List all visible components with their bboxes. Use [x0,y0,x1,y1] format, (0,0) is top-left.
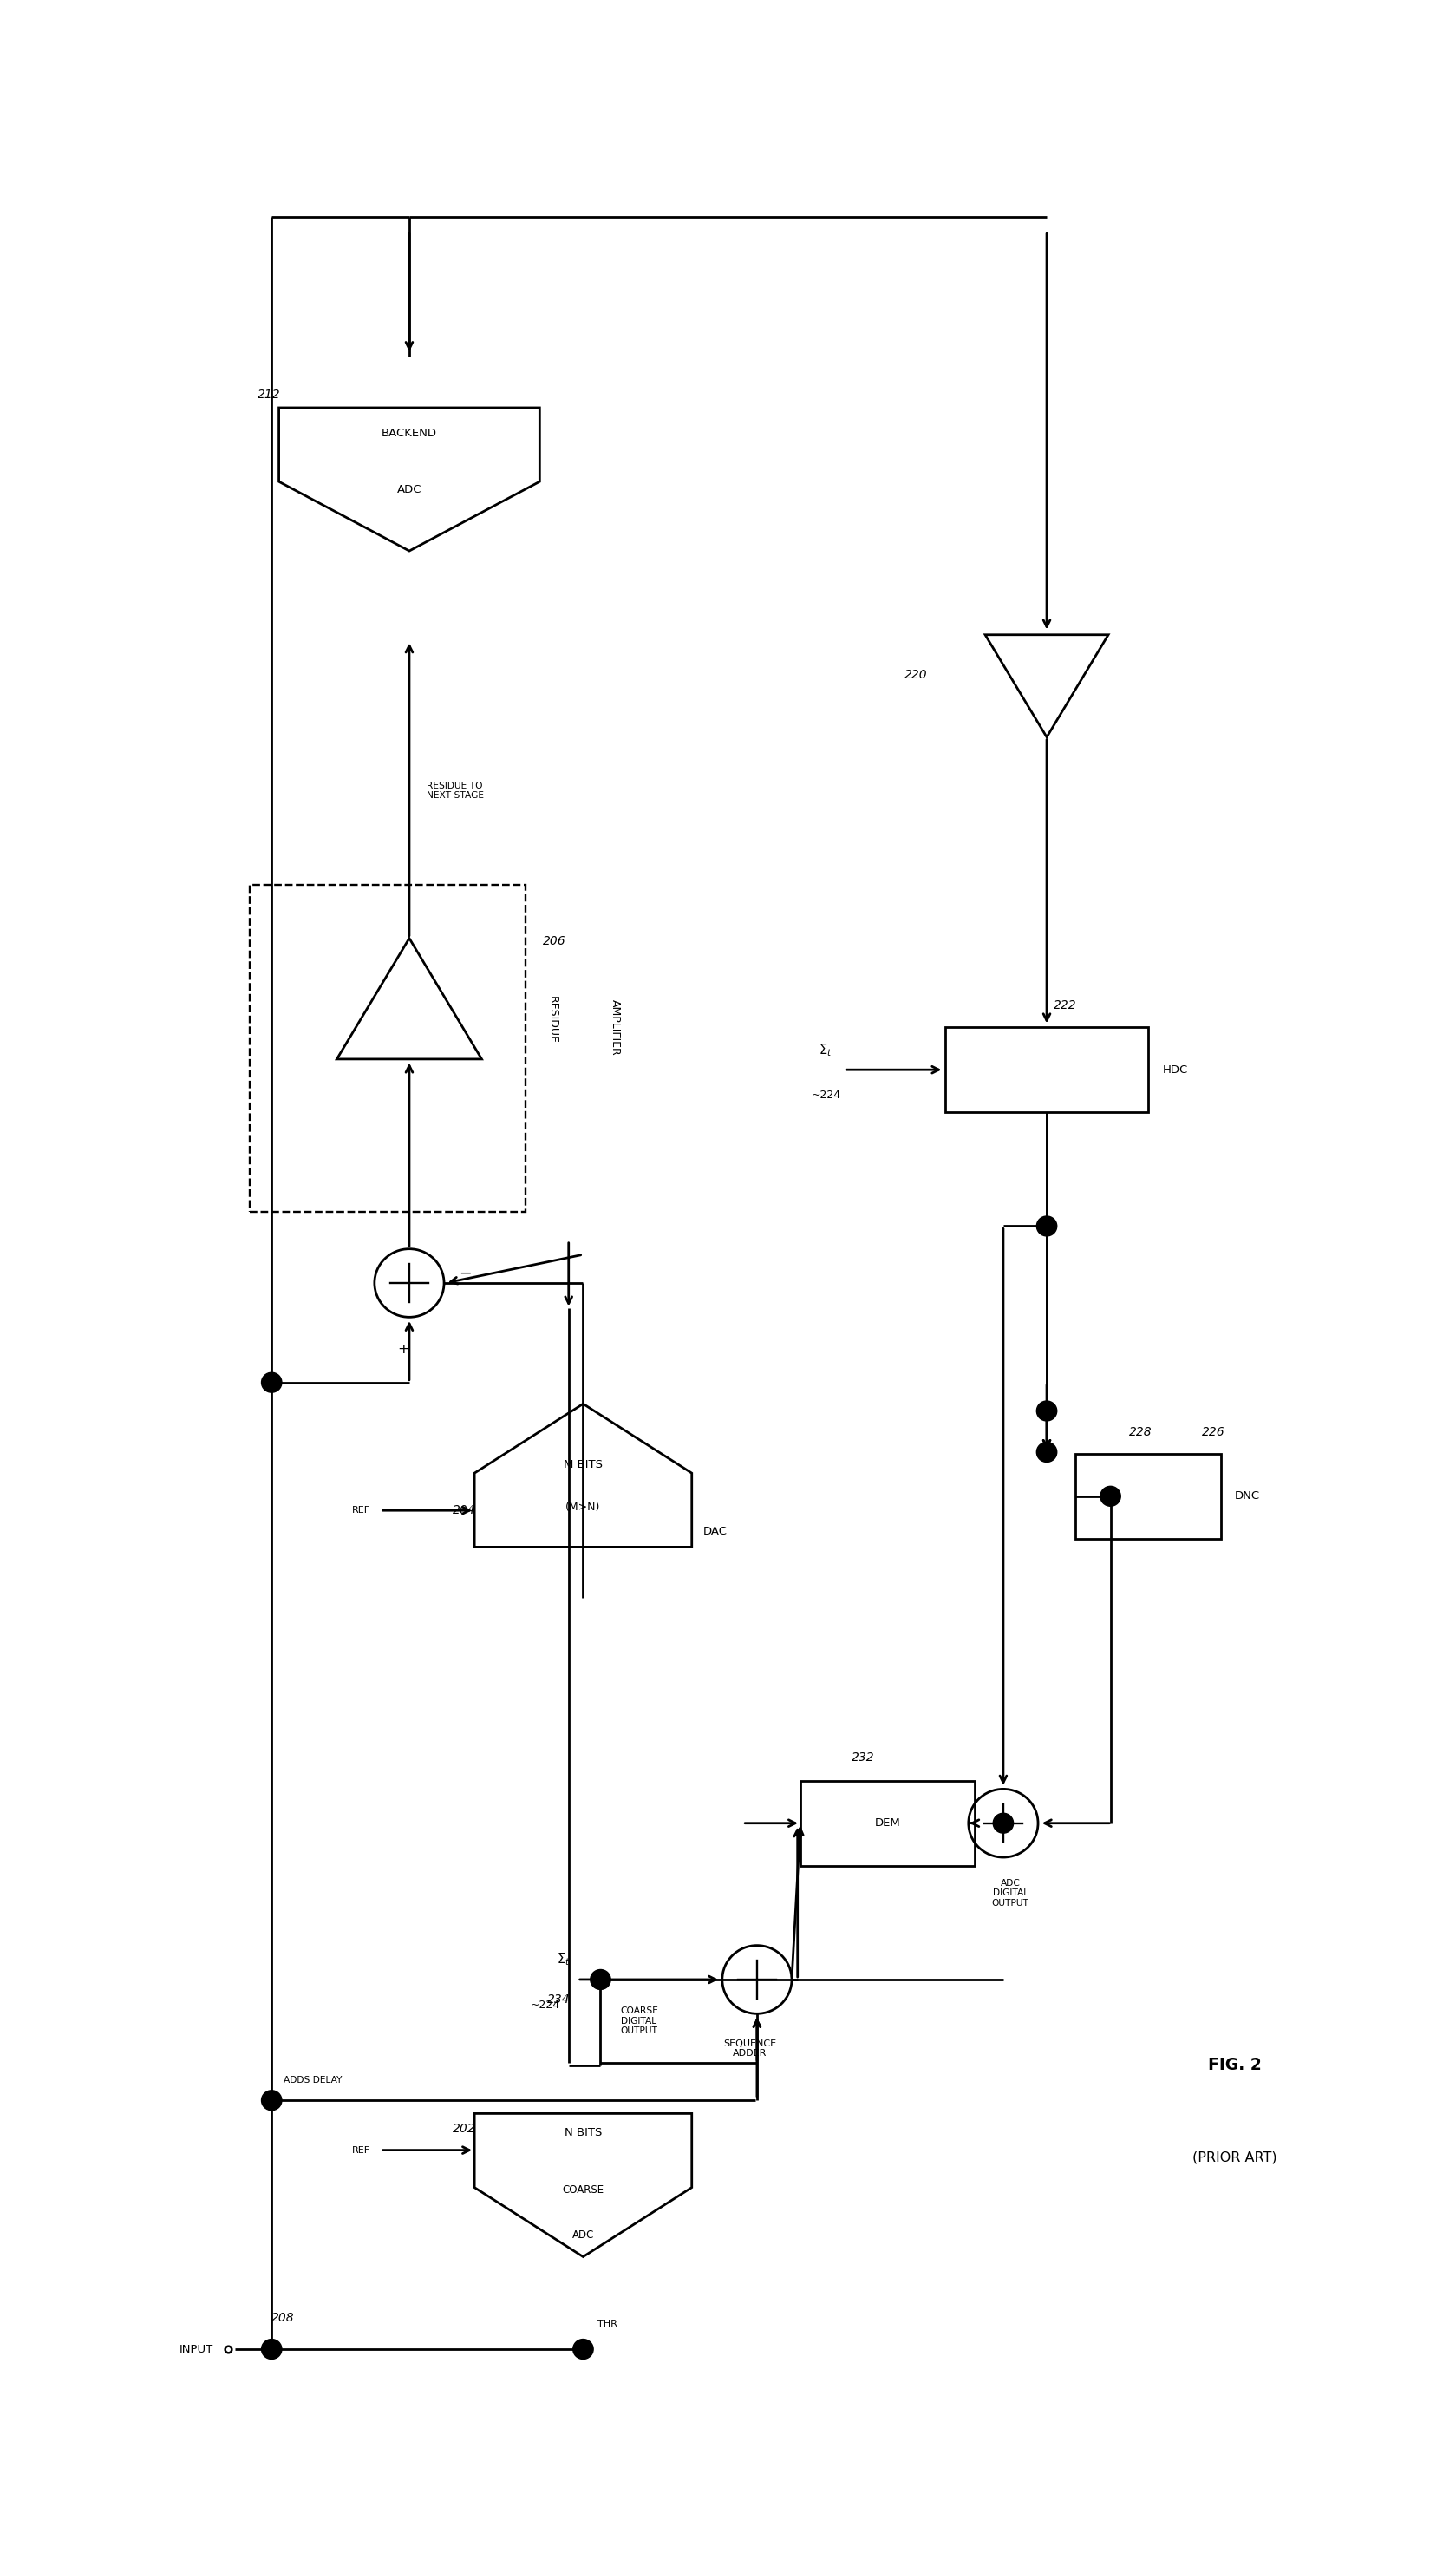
Text: 208: 208 [272,2312,294,2325]
Text: COARSE
DIGITAL
OUTPUT: COARSE DIGITAL OUTPUT [620,2007,658,2035]
Text: 202: 202 [453,2122,476,2135]
Circle shape [1101,1486,1121,1506]
Text: COARSE: COARSE [562,2184,604,2196]
Circle shape [262,2091,282,2109]
Text: SEQUENCE
ADDER: SEQUENCE ADDER [724,2040,776,2058]
Text: RESIDUE: RESIDUE [547,996,558,1044]
Bar [945,1026,1149,1114]
Text: REF: REF [352,1506,370,1514]
Text: 212: 212 [258,387,280,400]
Text: ADC: ADC [572,2230,594,2240]
Text: RESIDUE TO
NEXT STAGE: RESIDUE TO NEXT STAGE [427,783,483,801]
Text: −: − [459,1265,472,1280]
Text: AMPLIFIER: AMPLIFIER [609,998,620,1055]
Circle shape [574,2340,593,2358]
Text: (PRIOR ART): (PRIOR ART) [1192,2150,1277,2163]
Text: ADDS DELAY: ADDS DELAY [284,2076,342,2084]
Text: FIG. 2: FIG. 2 [1208,2055,1262,2073]
Text: ADC: ADC [397,485,422,495]
Text: DAC: DAC [703,1527,728,1537]
Text: THR: THR [597,2320,617,2327]
Bar [1076,1452,1220,1540]
Text: ~224: ~224 [811,1091,842,1101]
Text: ADC
DIGITAL
OUTPUT: ADC DIGITAL OUTPUT [992,1878,1029,1907]
Bar [801,1781,974,1865]
Text: +: + [397,1342,409,1355]
Text: M BITS: M BITS [563,1460,603,1470]
Circle shape [262,1373,282,1393]
Circle shape [993,1814,1013,1832]
Text: N BITS: N BITS [565,2127,601,2137]
Text: (M>N): (M>N) [565,1501,601,1514]
Circle shape [1037,1401,1057,1422]
Text: HDC: HDC [1163,1065,1188,1075]
Text: ~224: ~224 [530,1999,561,2012]
Text: DEM: DEM [875,1817,900,1830]
Text: 206: 206 [543,934,565,947]
Bar [250,885,526,1211]
Text: $\Sigma_t$: $\Sigma_t$ [818,1042,833,1057]
Text: 226: 226 [1201,1427,1224,1440]
Circle shape [590,1971,610,1989]
Circle shape [1037,1216,1057,1237]
Text: REF: REF [352,2145,370,2155]
Text: DNC: DNC [1235,1491,1261,1501]
Text: $\Sigma_t$: $\Sigma_t$ [556,1953,571,1968]
Text: 228: 228 [1130,1427,1153,1440]
Circle shape [1037,1442,1057,1463]
Text: 222: 222 [1054,1001,1077,1011]
Circle shape [262,2340,282,2358]
Text: 234: 234 [547,1994,571,2007]
Text: INPUT: INPUT [179,2343,214,2356]
Text: BACKEND: BACKEND [381,429,437,439]
Text: 232: 232 [852,1753,874,1763]
Text: 220: 220 [904,670,927,680]
Text: 204: 204 [453,1504,476,1517]
